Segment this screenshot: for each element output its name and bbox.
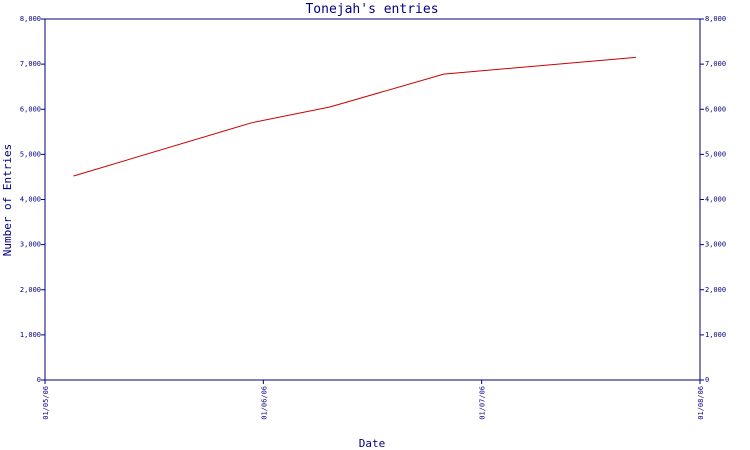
y-tick-label-right: 8,000 — [705, 15, 726, 23]
x-tick-label: 01/08/06 — [697, 386, 705, 420]
y-tick-label-left: 0 — [37, 376, 41, 384]
y-tick-label-right: 0 — [705, 376, 709, 384]
plot-area — [44, 18, 701, 381]
y-tick-label-left: 6,000 — [20, 105, 41, 113]
y-tick-label-right: 2,000 — [705, 286, 726, 294]
x-axis: 01/05/06 01/06/06 01/07/06 01/08/06 — [42, 380, 705, 420]
series-layer — [73, 56, 636, 177]
x-tick-label: 01/05/06 — [42, 386, 50, 420]
x-tick-label: 01/06/06 — [260, 386, 268, 420]
y-tick-label-right: 3,000 — [705, 241, 726, 249]
chart-title: Tonejah's entries — [305, 2, 438, 17]
y-tick-label-left: 5,000 — [20, 150, 41, 158]
x-tick-label: 01/07/06 — [479, 386, 487, 420]
y-axis-label: Number of Entries — [1, 144, 14, 257]
series-line — [73, 56, 636, 177]
y-tick-label-right: 4,000 — [705, 196, 726, 204]
y-tick-label-left: 8,000 — [20, 15, 41, 23]
y-tick-label-left: 3,000 — [20, 241, 41, 249]
y-axis-left: 0 1,000 2,000 3,000 4,000 5,000 6,000 7,000 8,00… — [20, 15, 45, 384]
y-tick-label-left: 7,000 — [20, 60, 41, 68]
y-tick-label-right: 1,000 — [705, 331, 726, 339]
y-tick-label-left: 2,000 — [20, 286, 41, 294]
x-axis-label: Date — [359, 437, 386, 450]
y-tick-label-right: 6,000 — [705, 105, 726, 113]
y-tick-label-left: 1,000 — [20, 331, 41, 339]
y-tick-label-right: 5,000 — [705, 150, 726, 158]
y-tick-label-right: 7,000 — [705, 60, 726, 68]
y-tick-label-left: 4,000 — [20, 196, 41, 204]
y-axis-right: 0 1,000 2,000 3,000 4,000 5,000 6,000 7,000 8,00… — [700, 15, 726, 384]
